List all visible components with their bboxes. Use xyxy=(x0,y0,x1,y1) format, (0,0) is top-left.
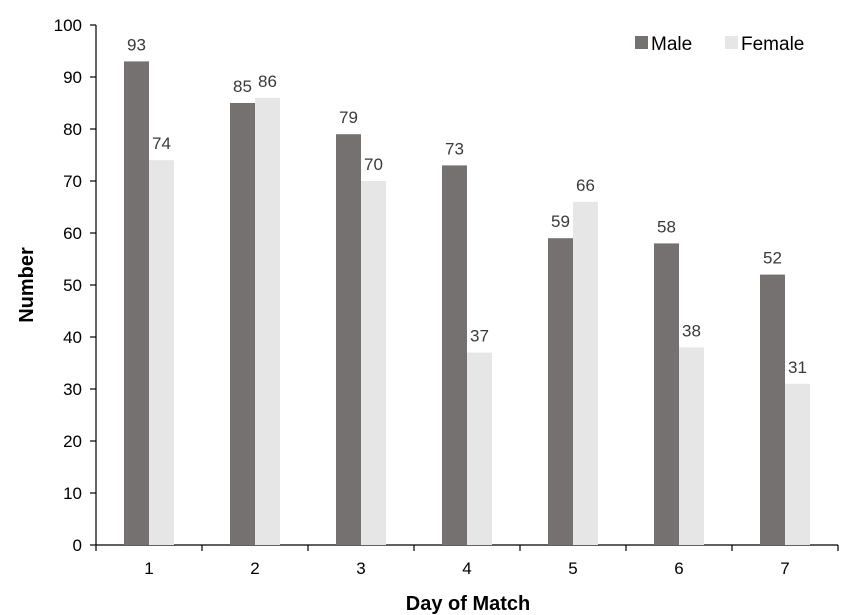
data-label-male: 52 xyxy=(763,249,782,268)
data-label-female: 37 xyxy=(470,327,489,346)
data-label-female: 66 xyxy=(576,176,595,195)
data-labels: 93 74 85 86 79 70 73 37 59 66 58 38 52 31 xyxy=(127,35,807,376)
y-tick-label: 90 xyxy=(63,68,82,87)
x-tick-label: 2 xyxy=(250,559,259,578)
x-tick-label: 1 xyxy=(144,559,153,578)
y-axis: 0 10 20 30 40 50 60 70 80 90 100 xyxy=(54,16,97,555)
bar-female xyxy=(679,347,704,545)
bar-male xyxy=(124,61,149,546)
y-tick-label: 50 xyxy=(63,276,82,295)
bar-male xyxy=(442,165,467,545)
y-tick-label: 40 xyxy=(63,328,82,347)
data-label-male: 85 xyxy=(233,77,252,96)
y-tick-label: 60 xyxy=(63,224,82,243)
bar-female xyxy=(361,181,386,545)
bar-male xyxy=(230,103,255,545)
x-tick-label: 6 xyxy=(674,559,683,578)
bar-male xyxy=(336,134,361,545)
x-tick-label: 3 xyxy=(356,559,365,578)
bars xyxy=(124,61,810,546)
y-axis-title: Number xyxy=(16,247,38,323)
y-tick-label: 20 xyxy=(63,432,82,451)
data-label-male: 59 xyxy=(551,212,570,231)
bar-female xyxy=(255,97,280,546)
y-tick-label: 30 xyxy=(63,380,82,399)
y-tick-label: 10 xyxy=(63,484,82,503)
data-label-female: 70 xyxy=(364,155,383,174)
bar-male xyxy=(548,238,573,545)
legend-swatch-female xyxy=(725,36,738,49)
x-axis: 1 2 3 4 5 6 7 xyxy=(95,544,839,578)
bar-female xyxy=(149,160,174,545)
x-tick-label: 5 xyxy=(568,559,577,578)
y-tick-label: 0 xyxy=(73,536,82,555)
data-label-male: 79 xyxy=(339,108,358,127)
data-label-female: 86 xyxy=(258,72,277,91)
x-tick-label: 7 xyxy=(780,559,789,578)
legend-label-female: Female xyxy=(741,34,804,55)
bar-female xyxy=(573,201,598,546)
legend: Male Female xyxy=(635,34,804,55)
y-tick-label: 80 xyxy=(63,120,82,139)
bar-female xyxy=(467,352,492,545)
x-tick-label: 4 xyxy=(462,559,471,578)
data-label-male: 93 xyxy=(127,35,146,54)
legend-label-male: Male xyxy=(651,34,692,55)
bar-male xyxy=(760,274,785,545)
data-label-male: 73 xyxy=(445,139,464,158)
y-tick-label: 100 xyxy=(54,16,82,35)
data-label-female: 38 xyxy=(682,321,701,340)
x-axis-title: Day of Match xyxy=(406,593,530,615)
y-tick-label: 70 xyxy=(63,172,82,191)
bar-female xyxy=(785,383,810,545)
data-label-female: 31 xyxy=(788,358,807,377)
bar-male xyxy=(654,243,679,545)
data-label-male: 58 xyxy=(657,217,676,236)
data-label-female: 74 xyxy=(152,134,171,153)
legend-swatch-male xyxy=(635,36,648,49)
